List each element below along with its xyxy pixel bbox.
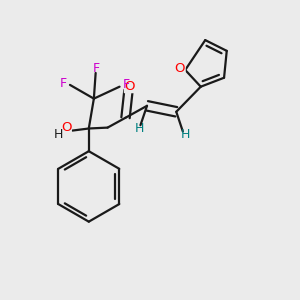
- Text: H: H: [53, 128, 63, 141]
- Text: H: H: [181, 128, 190, 141]
- Text: O: O: [175, 62, 185, 75]
- Text: F: F: [93, 62, 100, 75]
- Text: O: O: [61, 121, 72, 134]
- Text: O: O: [124, 80, 135, 93]
- Text: H: H: [134, 122, 144, 135]
- Text: F: F: [60, 76, 67, 90]
- Text: F: F: [122, 78, 130, 91]
